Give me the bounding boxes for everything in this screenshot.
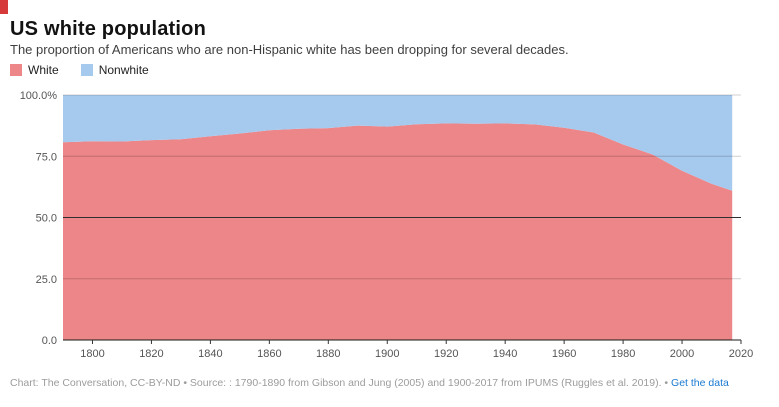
x-tick-label: 1920 — [434, 348, 458, 360]
y-tick-label: 50.0 — [36, 213, 57, 225]
x-tick-label: 1820 — [139, 348, 163, 360]
x-tick-label: 1900 — [375, 348, 399, 360]
x-tick-label: 1940 — [493, 348, 517, 360]
x-tick-label: 2000 — [670, 348, 694, 360]
x-tick-label: 1880 — [316, 348, 340, 360]
red-corner-mark — [0, 0, 8, 14]
x-tick-label: 1960 — [552, 348, 576, 360]
legend-item-nonwhite: Nonwhite — [80, 63, 149, 77]
y-tick-label: 0.0 — [42, 335, 57, 347]
y-tick-label: 75.0 — [36, 151, 57, 163]
page-subtitle: The proportion of Americans who are non-… — [10, 42, 569, 57]
x-tick-label: 2020 — [729, 348, 753, 360]
x-tick-label: 1980 — [611, 348, 635, 360]
white-area-series — [63, 123, 733, 341]
footer-credit: Chart: The Conversation, CC-BY-ND • Sour… — [10, 377, 669, 389]
legend-item-white: White — [10, 63, 59, 77]
x-tick-label: 1840 — [198, 348, 222, 360]
legend-label-nonwhite: Nonwhite — [98, 63, 149, 77]
chart-footer: Chart: The Conversation, CC-BY-ND • Sour… — [10, 377, 729, 389]
page-title: US white population — [10, 18, 207, 41]
stacked-area-chart: 1800 1820 1840 1860 1880 1900 1920 1940 1960 1980… — [20, 90, 754, 360]
nonwhite-area-series — [63, 95, 733, 191]
white-swatch-icon — [10, 64, 22, 76]
y-tick-label: 25.0 — [36, 274, 57, 286]
legend: White Nonwhite — [10, 63, 149, 77]
y-tick-label: 100.0% — [20, 90, 58, 102]
x-tick-label: 1800 — [80, 348, 104, 360]
get-the-data-link[interactable]: Get the data — [671, 377, 729, 389]
x-tick-label: 1860 — [257, 348, 281, 360]
legend-label-white: White — [28, 63, 59, 77]
nonwhite-swatch-icon — [80, 64, 93, 76]
